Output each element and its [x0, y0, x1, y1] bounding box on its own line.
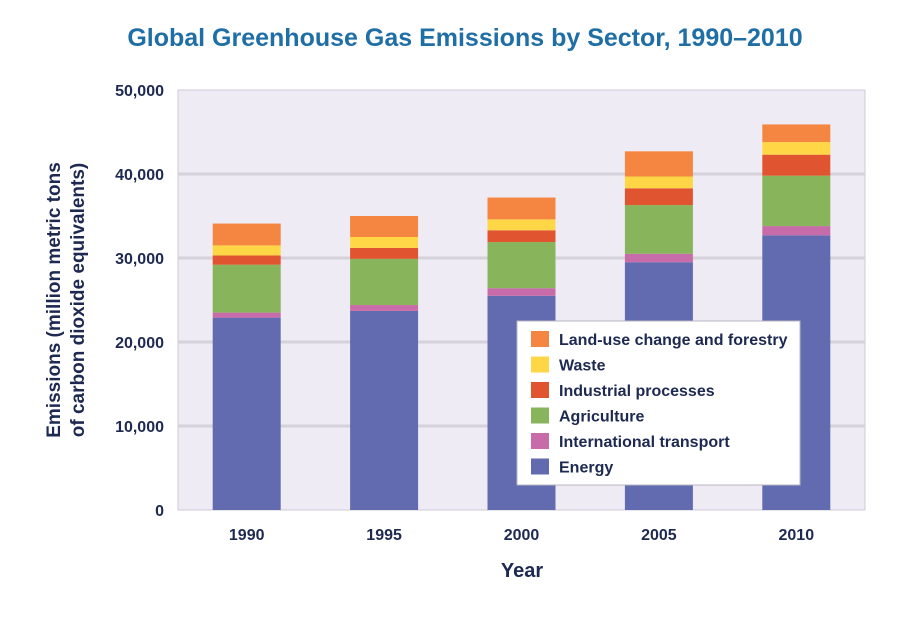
bar-segment-international-transport-2005: [624, 253, 693, 263]
legend-label: Waste: [559, 358, 606, 375]
legend-label: Agriculture: [559, 409, 644, 426]
legend-swatch: [531, 331, 549, 347]
y-axis-label-line2: of carbon dioxide equivalents): [68, 163, 89, 438]
y-tick-label: 30,000: [115, 251, 164, 268]
y-tick-label: 20,000: [115, 335, 164, 352]
bar-segment-land-use-change-and-forestry-2005: [624, 151, 693, 177]
y-axis-label-line1: Emissions (million metric tons: [44, 162, 65, 438]
bar-segment-land-use-change-and-forestry-1995: [350, 216, 419, 237]
bar-segment-industrial-processes-1990: [212, 255, 281, 265]
x-tick-label: 2005: [641, 527, 677, 544]
bar-segment-international-transport-2010: [762, 226, 831, 236]
bar-segment-land-use-change-and-forestry-2010: [762, 124, 831, 143]
bar-segment-waste-2005: [624, 176, 693, 189]
legend-swatch: [531, 407, 549, 424]
legend-swatch: [531, 382, 549, 398]
bar-segment-land-use-change-and-forestry-1990: [212, 223, 281, 246]
bar-segment-agriculture-2010: [762, 175, 831, 227]
legend-box: [516, 320, 801, 486]
x-axis-label: Year: [501, 560, 543, 582]
y-tick-label: 50,000: [115, 83, 164, 100]
legend-swatch: [531, 458, 549, 475]
bar-segment-industrial-processes-2005: [624, 188, 693, 206]
bar-segment-industrial-processes-1995: [350, 247, 419, 259]
bar-segment-waste-2000: [487, 219, 556, 231]
y-tick-label: 0: [155, 503, 164, 520]
legend-label: Energy: [559, 460, 613, 477]
bar-segment-waste-1995: [350, 237, 419, 248]
legend-swatch: [531, 356, 549, 373]
bar-segment-waste-2010: [762, 142, 831, 155]
bar-segment-international-transport-1990: [212, 312, 281, 318]
legend: Land-use change and forestry Waste Industr…: [516, 320, 801, 486]
chart-title: Global Greenhouse Gas Emissions by Secto…: [127, 24, 802, 52]
y-tick-label: 40,000: [115, 167, 164, 184]
bar-segment-agriculture-1990: [212, 264, 281, 313]
bar-segment-agriculture-2000: [487, 242, 556, 289]
legend-label: Land-use change and forestry: [559, 332, 788, 349]
bar-segment-energy-1990: [212, 317, 281, 510]
x-tick-label: 1995: [366, 527, 402, 544]
bar-segment-waste-1990: [212, 245, 281, 256]
bar-segment-agriculture-2005: [624, 205, 693, 254]
bar-segment-agriculture-1995: [350, 258, 419, 306]
legend-swatch: [531, 433, 549, 449]
bar-segment-land-use-change-and-forestry-2000: [487, 197, 556, 220]
legend-label: Industrial processes: [559, 383, 715, 400]
y-tick-label: 10,000: [115, 419, 164, 436]
bar-segment-international-transport-1995: [350, 305, 419, 311]
bar-segment-industrial-processes-2010: [762, 154, 831, 176]
bar-segment-industrial-processes-2000: [487, 230, 556, 243]
bar-segment-international-transport-2000: [487, 288, 556, 296]
x-tick-label: 2000: [504, 527, 540, 544]
legend-label: International transport: [559, 434, 730, 451]
bar-segment-energy-1995: [350, 310, 419, 510]
x-tick-label: 1990: [229, 527, 265, 544]
x-tick-label: 2010: [779, 527, 815, 544]
